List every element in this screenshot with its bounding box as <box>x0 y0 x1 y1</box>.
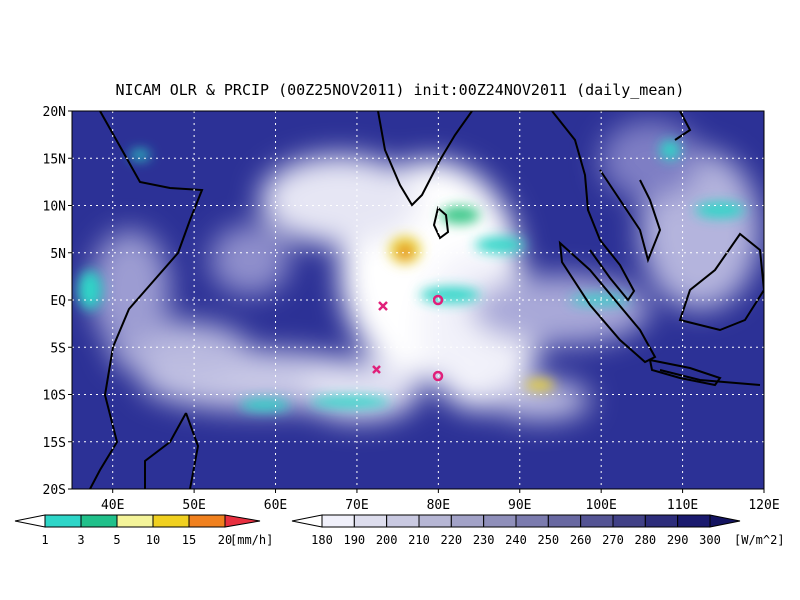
colorbar-label: 190 <box>343 533 365 547</box>
lon-label: 120E <box>748 498 779 513</box>
colorbar-cell <box>353 514 388 528</box>
colorbar-cell <box>677 514 711 528</box>
cross-marker <box>372 365 381 374</box>
precip-field <box>78 140 745 411</box>
colorbar-label: 220 <box>440 533 462 547</box>
lat-label: 10S <box>43 389 66 404</box>
colorbar-cell <box>80 514 118 528</box>
colorbar-label: 260 <box>570 533 592 547</box>
lat-label: 5S <box>50 341 66 356</box>
colorbar-label: 290 <box>667 533 689 547</box>
colorbar-cell <box>644 514 679 528</box>
coastlines <box>89 111 764 489</box>
colorbar-cell <box>386 514 420 528</box>
lat-label: 20N <box>43 105 66 120</box>
colorbar-label: 270 <box>602 533 624 547</box>
colorbar-cell <box>188 514 226 528</box>
colorbar-label: 20 <box>218 533 232 547</box>
circle-marker <box>432 294 444 306</box>
colorbar-cell <box>547 514 582 528</box>
olr-colorbar: 180 190 200 210 220 230 240 250 260 270 280 290 300 [… <box>291 514 785 547</box>
colorbar-cell <box>580 514 614 528</box>
lat-label: 10N <box>43 200 66 215</box>
colorbar-cell <box>321 514 355 528</box>
colorbar-cell <box>116 514 154 528</box>
lon-label: 70E <box>345 498 368 513</box>
colorbar-label: 210 <box>408 533 430 547</box>
colorbar-label: 300 <box>699 533 721 547</box>
graticule <box>72 111 764 489</box>
lon-label: 40E <box>101 498 124 513</box>
colorbar-label: 240 <box>505 533 527 547</box>
colorbar-end <box>224 514 261 528</box>
colorbar-end <box>291 514 323 528</box>
colorbar-label: 180 <box>311 533 333 547</box>
colorbar-unit: [W/m^2] <box>734 533 785 547</box>
colorbar-label: 280 <box>634 533 656 547</box>
colorbar-cell <box>515 514 549 528</box>
map-field <box>72 111 764 489</box>
lat-label: 20S <box>43 483 66 498</box>
precip-colorbar: 1 3 5 10 15 20[mm/h] <box>14 514 273 547</box>
colorbar-cell <box>483 514 517 528</box>
colorbar-label: 3 <box>77 533 84 547</box>
colorbar-cell <box>612 514 646 528</box>
cross-marker <box>378 301 388 311</box>
lat-label: 15N <box>43 152 66 167</box>
colorbar-cell <box>418 514 452 528</box>
title: NICAM OLR & PRCIP (00Z25NOV2011) init:00… <box>116 81 685 99</box>
colorbar-label: 10 <box>146 533 160 547</box>
markers <box>372 294 444 382</box>
lon-label: 90E <box>508 498 531 513</box>
axes: 20N 15N 10N 5N EQ 5S 10S 15S 20S 40E 50E 60E 70E 80E 9… <box>43 105 780 513</box>
lat-label: EQ <box>50 294 66 309</box>
lon-label: 100E <box>586 498 617 513</box>
colorbar-cell <box>44 514 82 528</box>
lat-label: 15S <box>43 436 66 451</box>
lon-label: 110E <box>667 498 698 513</box>
lat-label: 5N <box>50 247 66 262</box>
colorbar-label: 230 <box>473 533 495 547</box>
circle-marker <box>432 370 444 382</box>
colorbar-label: 15 <box>182 533 196 547</box>
colorbar-unit: [mm/h] <box>230 533 273 547</box>
colorbar-label: 250 <box>537 533 559 547</box>
colorbar-cell <box>152 514 190 528</box>
colorbar-end <box>709 514 741 528</box>
colorbar-label: 200 <box>376 533 398 547</box>
lon-label: 80E <box>427 498 450 513</box>
colorbar-label: 1 <box>41 533 48 547</box>
lon-label: 60E <box>264 498 287 513</box>
colorbar-cell <box>450 514 485 528</box>
colorbar-end <box>14 514 46 528</box>
lon-label: 50E <box>182 498 205 513</box>
colorbar-label: 5 <box>113 533 120 547</box>
